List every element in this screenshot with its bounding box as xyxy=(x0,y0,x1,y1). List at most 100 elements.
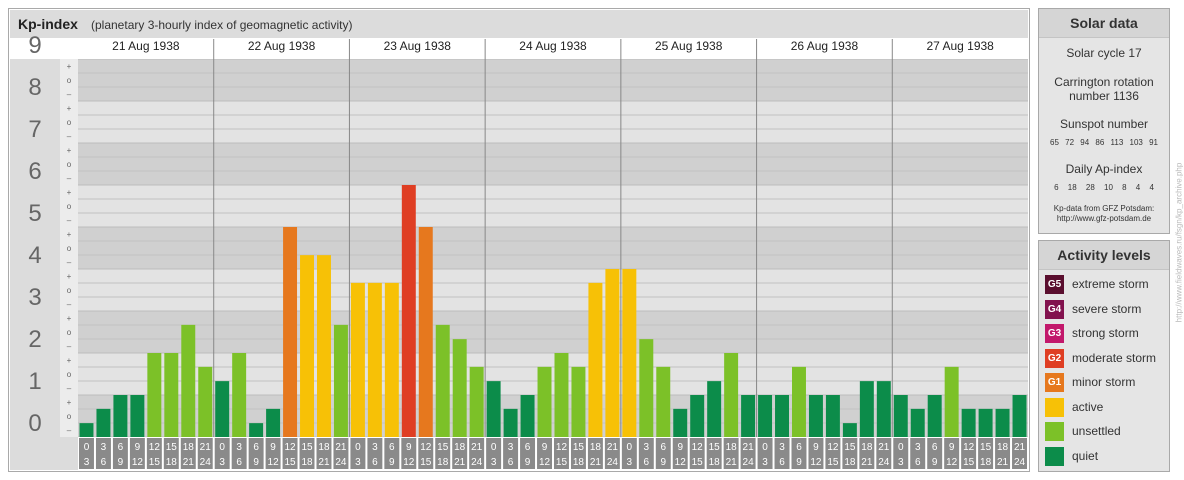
interval-end-label: 21 xyxy=(183,457,195,468)
kp-bar xyxy=(367,282,382,437)
interval-cell xyxy=(808,438,824,469)
interval-end-label: 6 xyxy=(236,457,242,468)
interval-start-label: 15 xyxy=(166,442,178,453)
interval-start-label: 18 xyxy=(861,442,873,453)
interval-cell xyxy=(995,438,1011,469)
kp-bar xyxy=(418,227,433,437)
y-minor-label: + xyxy=(67,314,72,323)
interval-cell xyxy=(79,438,94,469)
sunspot-values: 65 72 94 86 113 103 91 xyxy=(1050,138,1158,147)
legend-label: quiet xyxy=(1072,448,1099,463)
y-minor-label: o xyxy=(67,244,72,253)
day-label: 26 Aug 1938 xyxy=(791,39,859,53)
interval-end-label: 3 xyxy=(627,457,633,468)
interval-start-label: 6 xyxy=(253,442,259,453)
interval-start-label: 9 xyxy=(542,442,548,453)
kp-bar xyxy=(656,366,671,437)
kp-bar xyxy=(622,269,637,437)
kp-bar xyxy=(944,366,959,437)
solar-data-title: Solar data xyxy=(1039,9,1169,38)
interval-cell xyxy=(587,438,603,469)
interval-start-label: 9 xyxy=(406,442,412,453)
interval-end-label: 21 xyxy=(726,457,738,468)
interval-start-label: 6 xyxy=(796,442,802,453)
carrington-rotation-number: number 1136 xyxy=(1069,89,1139,103)
legend-swatch: G2 xyxy=(1045,348,1064,368)
y-tick-label: 7 xyxy=(28,116,41,143)
interval-start-label: 3 xyxy=(779,442,785,453)
interval-end-label: 3 xyxy=(491,457,497,468)
interval-cell xyxy=(299,438,315,469)
y-tick-label: 5 xyxy=(28,200,41,227)
interval-end-label: 12 xyxy=(675,457,687,468)
interval-end-label: 6 xyxy=(101,457,107,468)
interval-cell xyxy=(961,438,977,469)
interval-end-label: 3 xyxy=(84,457,90,468)
interval-end-label: 6 xyxy=(508,457,514,468)
kp-bar-chart: 0123456789+o–+o–+o–+o–+o–+o–+o–+o–+o–21 … xyxy=(10,32,1028,470)
kp-bar xyxy=(130,395,145,437)
interval-start-label: 15 xyxy=(844,442,856,453)
y-minor-label: + xyxy=(67,62,72,71)
legend-swatch xyxy=(1045,397,1064,417)
y-tick-label: 3 xyxy=(28,284,41,311)
data-source-url[interactable]: http://www.gfz-potsdam.de xyxy=(1056,214,1152,223)
interval-start-label: 12 xyxy=(963,442,975,453)
solar-data-panel: Solar data Solar cycle 17 Carrington rot… xyxy=(1038,8,1170,234)
interval-end-label: 24 xyxy=(743,457,755,468)
interval-cell xyxy=(910,438,926,469)
interval-cell xyxy=(486,438,502,469)
day-label: 23 Aug 1938 xyxy=(384,39,452,53)
kp-bar xyxy=(639,339,654,437)
kp-bar xyxy=(232,353,247,437)
interval-cell xyxy=(316,438,332,469)
kp-bar xyxy=(690,395,705,437)
interval-cell xyxy=(282,438,298,469)
interval-cell xyxy=(944,438,960,469)
interval-end-label: 12 xyxy=(403,457,415,468)
interval-end-label: 12 xyxy=(539,457,551,468)
chart-subtitle: (planetary 3-hourly index of geomagnetic… xyxy=(91,18,353,32)
interval-end-label: 15 xyxy=(149,457,161,468)
interval-cell xyxy=(367,438,383,469)
interval-end-label: 15 xyxy=(556,457,568,468)
interval-start-label: 0 xyxy=(627,442,633,453)
interval-end-label: 3 xyxy=(219,457,225,468)
interval-cell xyxy=(452,438,468,469)
kp-bar xyxy=(588,282,603,437)
interval-cell xyxy=(791,438,807,469)
kp-bar xyxy=(469,366,484,437)
interval-start-label: 12 xyxy=(284,442,296,453)
interval-end-label: 18 xyxy=(301,457,313,468)
y-minor-label: o xyxy=(67,370,72,379)
kp-bar xyxy=(758,395,773,437)
kp-bar xyxy=(978,408,993,437)
interval-start-label: 15 xyxy=(709,442,721,453)
kp-bar xyxy=(435,324,450,437)
interval-start-label: 18 xyxy=(726,442,738,453)
kp-bar xyxy=(859,381,874,437)
day-label: 27 Aug 1938 xyxy=(926,39,994,53)
kp-bar xyxy=(283,227,298,437)
interval-cell xyxy=(672,438,688,469)
y-minor-label: + xyxy=(67,188,72,197)
interval-cell xyxy=(333,438,349,469)
interval-cell xyxy=(503,438,519,469)
interval-cell xyxy=(893,438,909,469)
interval-cell xyxy=(927,438,943,469)
interval-start-label: 12 xyxy=(827,442,839,453)
grid-band xyxy=(78,227,1028,269)
interval-cell xyxy=(1012,438,1027,469)
kp-bar xyxy=(808,395,823,437)
interval-cell xyxy=(401,438,417,469)
y-tick-label: 4 xyxy=(28,242,41,269)
legend-label: extreme storm xyxy=(1072,277,1149,291)
y-minor-label: + xyxy=(67,146,72,155)
grid-band xyxy=(78,101,1028,143)
kp-bar xyxy=(249,423,264,437)
interval-end-label: 12 xyxy=(268,457,280,468)
interval-end-label: 12 xyxy=(810,457,822,468)
interval-start-label: 6 xyxy=(660,442,666,453)
carrington-rotation-label: Carrington rotation xyxy=(1054,75,1154,89)
kp-bar xyxy=(198,366,213,437)
